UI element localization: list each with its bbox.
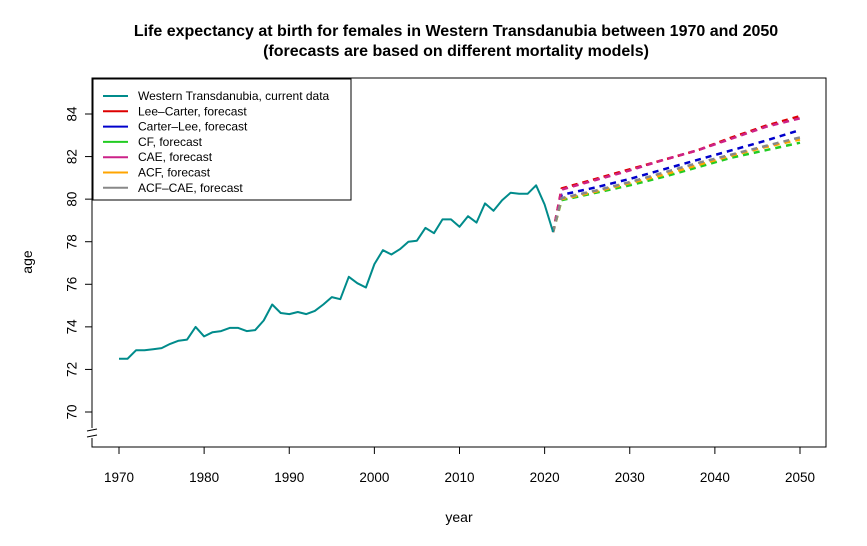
series-line-1 [551,114,801,233]
series-line-0 [119,184,555,360]
chart-title: Life expectancy at birth for females in … [134,23,778,40]
x-axis: 1970 1980 1990 2000 2010 2020 2030 2040 2050 [104,446,815,485]
legend-label: ACF, forecast [138,166,211,180]
chart-subtitle: (forecasts are based on different mortal… [263,43,649,60]
x-tick-label: 2020 [530,470,560,485]
x-tick-label: 1990 [274,470,304,485]
y-axis: 70 72 74 76 78 80 82 84 [65,106,93,420]
x-tick-label: 2030 [615,470,645,485]
legend: Western Transdanubia, current dataLee–Ca… [92,78,352,201]
x-tick-label: 2050 [785,470,815,485]
x-axis-label: year [445,509,473,525]
x-tick-label: 2010 [444,470,474,485]
legend-label: CAE, forecast [138,150,213,164]
legend-label: Carter–Lee, forecast [138,120,248,134]
series-line-2 [551,128,801,233]
y-tick-label: 82 [65,149,80,164]
y-tick-label: 84 [65,106,80,122]
x-tick-label: 2040 [700,470,730,485]
y-axis-label: age [19,250,35,274]
legend-box [92,78,352,201]
y-tick-label: 78 [65,234,80,249]
legend-label: Western Transdanubia, current data [138,89,330,103]
series-line-4 [551,117,801,233]
y-tick-label: 70 [65,404,80,419]
x-tick-label: 1980 [189,470,219,485]
series-line-5 [551,138,801,233]
y-tick-label: 74 [65,319,80,335]
series-line-6 [551,136,801,233]
x-tick-label: 2000 [359,470,389,485]
series-layer [119,114,801,360]
axis-break-marker [86,428,98,438]
y-tick-label: 80 [65,192,80,207]
x-tick-label: 1970 [104,470,134,485]
legend-label: Lee–Carter, forecast [138,104,247,118]
y-tick-label: 72 [65,362,80,377]
legend-label: CF, forecast [138,135,203,149]
legend-label: ACF–CAE, forecast [138,181,243,195]
y-tick-label: 76 [65,277,80,292]
